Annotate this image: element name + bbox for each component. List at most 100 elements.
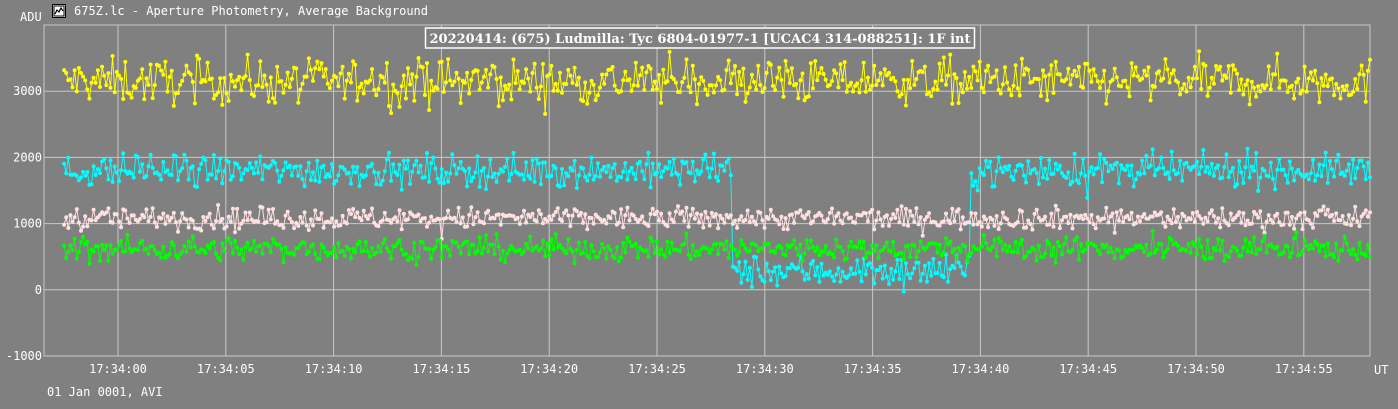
data-point [979, 85, 984, 90]
data-point [365, 249, 370, 254]
data-point [1121, 220, 1126, 224]
data-point [1275, 244, 1280, 249]
data-point [714, 212, 718, 217]
data-point [427, 246, 432, 251]
data-point [591, 221, 596, 226]
data-point [583, 212, 588, 217]
data-point [1074, 235, 1079, 240]
data-point [1157, 69, 1161, 74]
data-point [351, 246, 356, 251]
data-point [1190, 211, 1195, 215]
data-point [840, 221, 845, 226]
data-point [684, 205, 689, 210]
data-point [785, 227, 790, 232]
data-point [1258, 209, 1263, 214]
data-point [994, 169, 999, 174]
data-point [804, 238, 809, 243]
data-point [667, 251, 672, 255]
data-point [1368, 175, 1372, 180]
data-point [692, 253, 697, 258]
data-point [1049, 211, 1054, 216]
data-point [524, 160, 529, 165]
chart-series-layer [62, 49, 1372, 294]
data-point [1057, 243, 1062, 248]
data-point [906, 223, 910, 228]
data-point [349, 80, 353, 85]
data-point [496, 212, 501, 217]
data-point [1252, 235, 1256, 240]
data-point [598, 174, 602, 179]
data-point [697, 220, 702, 225]
data-point [311, 223, 315, 228]
data-point [64, 256, 69, 261]
data-point [722, 220, 727, 225]
data-point [475, 210, 480, 215]
data-point [114, 248, 119, 253]
data-point [133, 85, 138, 90]
data-point [85, 224, 90, 229]
data-point [591, 177, 596, 182]
data-point [735, 225, 740, 230]
data-point [986, 63, 991, 68]
data-point [1199, 86, 1204, 91]
data-point [912, 266, 917, 271]
data-point [1119, 163, 1124, 168]
data-point [589, 216, 594, 220]
data-point [899, 92, 904, 97]
data-point [346, 247, 351, 252]
lightcurve-app-icon[interactable] [52, 4, 66, 18]
data-point [1112, 230, 1117, 235]
data-point [1148, 98, 1153, 103]
data-point [1110, 250, 1115, 255]
data-point [817, 71, 822, 76]
data-point [135, 248, 140, 253]
data-point [722, 87, 727, 92]
data-point [458, 159, 463, 164]
data-point [406, 66, 410, 71]
data-point [623, 161, 628, 165]
data-point [469, 78, 474, 82]
data-point [543, 254, 548, 259]
data-point [414, 262, 419, 267]
data-point [1365, 242, 1370, 247]
data-point [406, 217, 410, 222]
data-point [178, 219, 183, 224]
data-point [1150, 229, 1155, 233]
data-point [408, 182, 413, 186]
data-point [652, 250, 657, 255]
data-point [150, 165, 155, 170]
data-point [973, 69, 978, 74]
data-point [1070, 247, 1075, 252]
data-point [553, 210, 558, 214]
data-point [237, 165, 242, 170]
data-point [313, 178, 318, 183]
data-point [726, 255, 731, 260]
data-point [1192, 163, 1197, 168]
data-point [281, 90, 286, 95]
data-point [1239, 77, 1244, 82]
data-point [906, 272, 910, 277]
data-point [735, 253, 740, 258]
data-point [988, 159, 993, 164]
data-point [1076, 257, 1081, 262]
data-point [93, 173, 98, 177]
data-point [1249, 79, 1254, 84]
data-point [1287, 159, 1292, 164]
data-point [98, 258, 102, 263]
data-point [481, 74, 486, 79]
data-point [528, 234, 533, 239]
data-point [899, 251, 904, 256]
data-point [412, 98, 417, 103]
data-point [783, 59, 788, 63]
data-point [1049, 63, 1054, 68]
data-point [560, 246, 564, 250]
data-point [815, 78, 820, 83]
data-point [619, 255, 624, 260]
data-point [990, 217, 995, 222]
data-point [1302, 238, 1307, 242]
data-point [125, 233, 130, 237]
data-point [1306, 177, 1311, 182]
data-point [287, 216, 292, 221]
data-point [834, 272, 839, 277]
